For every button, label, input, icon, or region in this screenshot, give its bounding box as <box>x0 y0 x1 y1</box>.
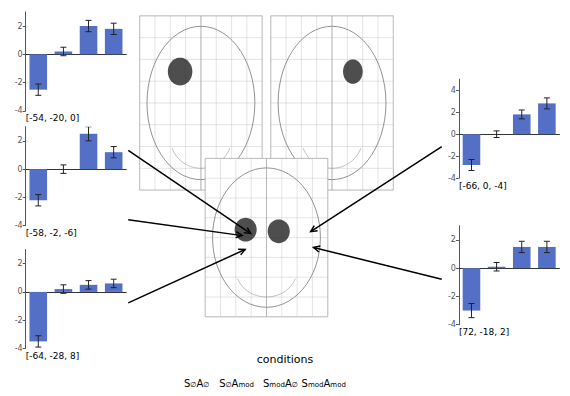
svg-text:-4: -4 <box>15 344 23 353</box>
svg-text:2: 2 <box>18 136 23 145</box>
svg-text:0: 0 <box>18 165 23 174</box>
svg-text:[-54, -20, 0]: [-54, -20, 0] <box>26 113 80 123</box>
svg-text:∅: ∅ <box>203 381 209 389</box>
svg-text:mod: mod <box>308 381 324 389</box>
svg-text:[-58, -2, -6]: [-58, -2, -6] <box>26 228 77 238</box>
svg-text:-2: -2 <box>15 316 23 325</box>
html-text:S∅A: S∅A <box>184 377 204 389</box>
svg-text:mod: mod <box>238 381 254 389</box>
svg-text:-2: -2 <box>448 152 456 161</box>
svg-text:[72, -18, 2]: [72, -18, 2] <box>459 327 509 337</box>
svg-text:2: 2 <box>451 235 456 244</box>
svg-text:-2: -2 <box>448 292 456 301</box>
svg-text:-4: -4 <box>15 106 23 115</box>
svg-text:A: A <box>323 377 331 389</box>
svg-text:conditions: conditions <box>257 353 314 366</box>
svg-text:-4: -4 <box>448 174 456 183</box>
svg-text:S: S <box>263 377 270 389</box>
svg-text:0: 0 <box>18 50 23 59</box>
svg-text:-4: -4 <box>15 221 23 230</box>
svg-text:[-64, -28, 8]: [-64, -28, 8] <box>26 351 80 361</box>
svg-text:[-66, 0, -4]: [-66, 0, -4] <box>459 181 507 191</box>
svg-text:-2: -2 <box>15 193 23 202</box>
svg-text:2: 2 <box>451 108 456 117</box>
svg-text:-2: -2 <box>15 78 23 87</box>
svg-text:0: 0 <box>451 130 456 139</box>
svg-text:0: 0 <box>18 287 23 296</box>
svg-text:mod: mod <box>330 381 346 389</box>
svg-text:2: 2 <box>18 22 23 31</box>
svg-text:-4: -4 <box>448 320 456 329</box>
svg-text:4: 4 <box>451 86 456 95</box>
svg-text:2: 2 <box>18 259 23 268</box>
svg-text:0: 0 <box>451 264 456 273</box>
svg-text:A: A <box>284 377 292 389</box>
svg-text:∅: ∅ <box>292 381 298 389</box>
html-text:S∅A: S∅A <box>219 377 239 389</box>
svg-text:S: S <box>301 377 308 389</box>
svg-text:mod: mod <box>269 381 285 389</box>
